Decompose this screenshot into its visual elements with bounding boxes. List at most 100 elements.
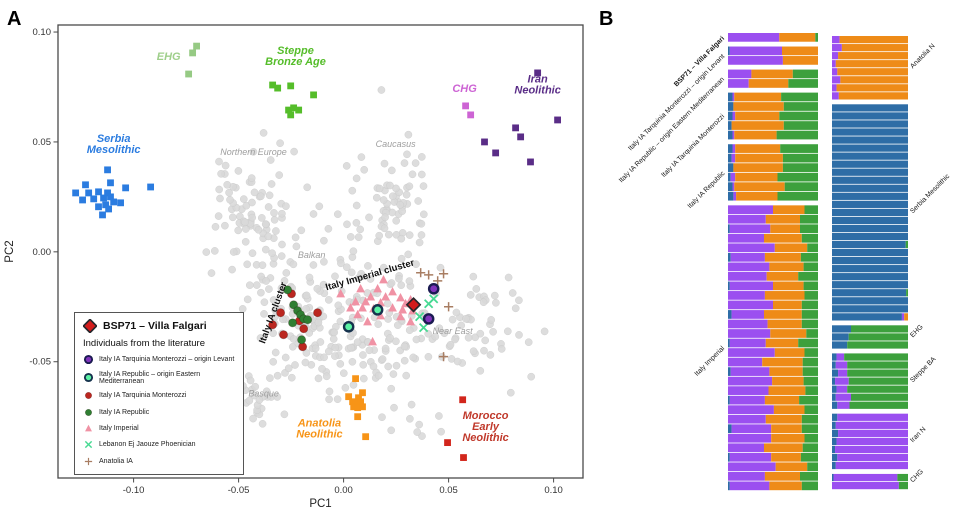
bar-segment-green bbox=[802, 357, 818, 367]
bar-segment-purple bbox=[729, 46, 782, 56]
admixture-group-label-bsp71-villa-falgari: BSP71 – Villa Falgari bbox=[673, 34, 727, 88]
x-tick-label: 0.10 bbox=[544, 485, 563, 496]
bar-segment-green bbox=[897, 473, 908, 482]
background-point bbox=[234, 226, 242, 235]
background-point bbox=[305, 329, 314, 337]
point-plus bbox=[444, 302, 454, 312]
background-point bbox=[359, 374, 368, 383]
region-label: Balkan bbox=[298, 250, 326, 260]
background-point bbox=[320, 353, 328, 362]
background-point bbox=[383, 299, 392, 308]
background-point bbox=[261, 245, 270, 254]
background-point bbox=[245, 281, 254, 290]
background-point bbox=[273, 371, 282, 380]
bar-segment-orange bbox=[734, 182, 785, 192]
background-point bbox=[255, 396, 264, 404]
group-label: Serbia bbox=[97, 133, 131, 145]
admixture-group-label-italy-ia-tarquinia-monterozzi: Italy IA Tarquinia Monterozzi bbox=[660, 113, 727, 180]
point-plus bbox=[84, 457, 93, 465]
background-point bbox=[302, 349, 311, 357]
bar-segment-green bbox=[800, 252, 818, 262]
bar-segment-green bbox=[782, 163, 818, 172]
series-morocco-early-neolithic bbox=[444, 396, 467, 461]
bar-segment-orange bbox=[733, 163, 783, 172]
point-ring-circle bbox=[427, 282, 440, 295]
background-point bbox=[413, 428, 422, 436]
bar-segment-purple bbox=[728, 243, 775, 253]
point-circle bbox=[283, 285, 293, 295]
point-triangle bbox=[356, 283, 366, 293]
bar-segment-blue bbox=[728, 367, 731, 376]
bar-segment-orange bbox=[764, 252, 801, 262]
point-square bbox=[85, 189, 93, 197]
bar-segment-blue bbox=[832, 265, 908, 273]
bar-segment-purple bbox=[728, 462, 776, 472]
bar-segment-blue bbox=[832, 297, 908, 305]
background-point bbox=[250, 188, 259, 197]
background-point bbox=[309, 261, 318, 269]
bar-segment-green bbox=[776, 130, 818, 140]
background-points bbox=[202, 86, 549, 440]
bar-segment-orange bbox=[904, 313, 908, 321]
background-point bbox=[452, 308, 461, 317]
background-point bbox=[402, 371, 411, 380]
background-point bbox=[506, 388, 515, 397]
background-point bbox=[472, 285, 481, 293]
bar-segment-orange bbox=[767, 319, 802, 329]
background-point bbox=[331, 343, 340, 352]
y-axis-title: PC2 bbox=[4, 240, 16, 262]
background-point bbox=[319, 280, 328, 289]
point-square bbox=[459, 396, 467, 404]
bar-segment-blue bbox=[832, 413, 838, 421]
bar-segment-orange bbox=[841, 44, 908, 52]
background-point bbox=[228, 213, 237, 222]
point-triangle bbox=[363, 316, 372, 326]
point-square bbox=[290, 104, 298, 112]
point-circle bbox=[279, 330, 289, 340]
bar-segment-purple bbox=[728, 233, 764, 243]
admixture-group-label-serbia-mesolithic: Serbia Mesolithic bbox=[909, 172, 952, 215]
point-circle bbox=[303, 315, 313, 325]
background-point bbox=[349, 247, 358, 255]
background-point bbox=[258, 419, 267, 428]
bar-segment-orange bbox=[779, 33, 816, 42]
point-square bbox=[359, 403, 366, 411]
bar-segment-blue bbox=[832, 224, 908, 233]
background-point bbox=[400, 159, 409, 167]
bar-segment-blue bbox=[832, 401, 838, 409]
bar-segment-orange bbox=[771, 433, 805, 443]
background-point bbox=[497, 345, 506, 353]
background-point bbox=[479, 298, 488, 307]
group-label: Neolithic bbox=[296, 429, 342, 441]
bar-segment-purple bbox=[728, 214, 766, 224]
background-point bbox=[369, 362, 378, 371]
background-point bbox=[380, 224, 389, 233]
background-point bbox=[453, 357, 462, 366]
background-point bbox=[357, 269, 366, 278]
bar-segment-green bbox=[801, 233, 818, 243]
background-point bbox=[480, 346, 488, 355]
bar-segment-blue bbox=[832, 361, 836, 369]
background-point bbox=[392, 361, 401, 370]
y-tick-label: 0.00 bbox=[33, 247, 52, 258]
series-italy-ia-republic-origin-eastern-mediterranean bbox=[342, 304, 384, 333]
bar-segment-orange bbox=[773, 281, 804, 291]
bar-segment-purple bbox=[732, 144, 736, 153]
bar-segment-orange bbox=[836, 84, 908, 92]
background-point bbox=[252, 281, 261, 289]
background-point bbox=[424, 352, 433, 361]
point-square bbox=[362, 433, 370, 441]
background-point bbox=[417, 231, 426, 239]
bar-segment-orange bbox=[774, 348, 805, 357]
background-point bbox=[405, 326, 414, 335]
bar-segment-purple bbox=[837, 453, 908, 462]
background-point bbox=[264, 232, 273, 241]
admixture-group-label-italy-ia-republic-origin-eastern-mediterranean: Italy IA Republic – origin Eastern Medit… bbox=[617, 76, 727, 185]
background-point bbox=[372, 193, 381, 202]
bar-segment-orange bbox=[839, 36, 908, 44]
point-square bbox=[274, 84, 282, 92]
point-circle bbox=[276, 308, 286, 318]
bar-segment-blue bbox=[832, 104, 908, 112]
background-point bbox=[412, 260, 420, 269]
point-square bbox=[517, 133, 525, 141]
